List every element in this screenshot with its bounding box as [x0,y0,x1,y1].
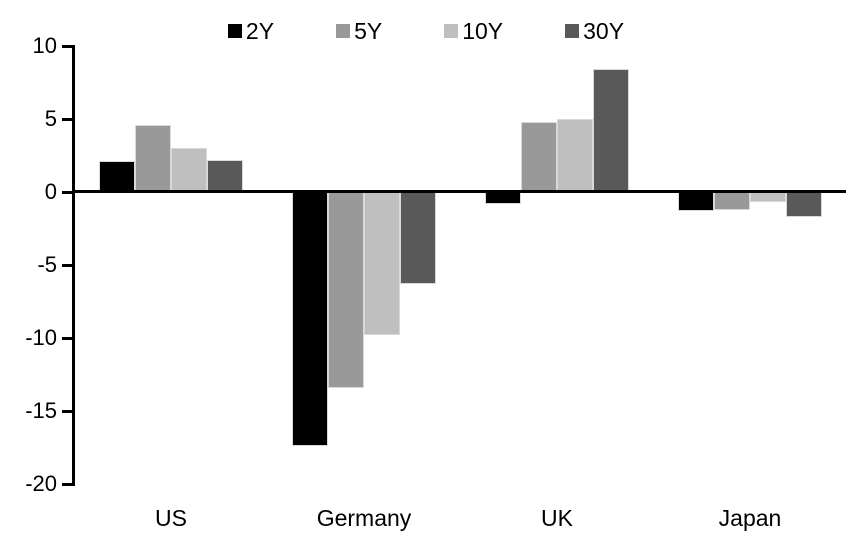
bar-uk-5y [521,122,557,192]
legend-item-10y: 10Y [444,17,504,44]
y-axis-tick [62,45,75,48]
legend-label: 10Y [462,17,504,44]
legend-item-2y: 2Y [227,17,275,44]
y-axis-tick-label: 10 [32,33,57,58]
bar-germany-30y [400,192,436,284]
y-axis-tick [62,191,75,194]
bar-uk-10y [557,119,593,192]
bar-japan-2y [678,192,714,211]
bar-germany-2y [292,192,328,446]
bar-us-5y [135,125,171,192]
y-axis-tick-label: -20 [25,471,57,496]
legend-label: 30Y [583,17,625,44]
bar-germany-5y [328,192,364,388]
y-axis-tick [62,410,75,413]
bar-uk-30y [593,69,629,192]
legend-swatch-icon [227,24,242,38]
legend-item-5y: 5Y [336,17,383,44]
legend-label: 5Y [354,17,383,44]
bar-japan-5y [714,192,750,210]
x-axis-label-uk: UK [541,505,573,531]
y-axis-tick [62,337,75,340]
y-axis-tick-label: -5 [37,252,57,277]
y-axis-tick-label: 5 [44,106,57,131]
x-axis-label-us: US [155,505,187,531]
bar-germany-10y [364,192,400,335]
legend-swatch-icon [565,24,580,38]
chart-legend: 2Y 5Y 10Y 30Y [0,16,852,46]
bar-us-10y [171,148,207,192]
y-axis-tick [62,118,75,121]
legend-swatch-icon [336,24,351,38]
bar-uk-2y [485,192,521,204]
x-axis-label-japan: Japan [718,505,782,531]
legend-swatch-icon [444,24,459,38]
zero-baseline [72,190,846,193]
bar-japan-10y [750,192,786,202]
legend-item-30y: 30Y [565,17,625,44]
bar-us-30y [207,160,243,192]
y-axis-tick-label: -15 [25,398,57,423]
y-axis-tick-label: 0 [44,179,57,204]
bar-japan-30y [786,192,822,217]
legend-label: 2Y [245,17,275,44]
x-axis-label-germany: Germany [316,505,412,531]
y-axis-tick [62,483,75,486]
y-axis-tick-label: -10 [25,325,57,350]
y-axis-tick [62,264,75,267]
bar-us-2y [99,161,135,192]
